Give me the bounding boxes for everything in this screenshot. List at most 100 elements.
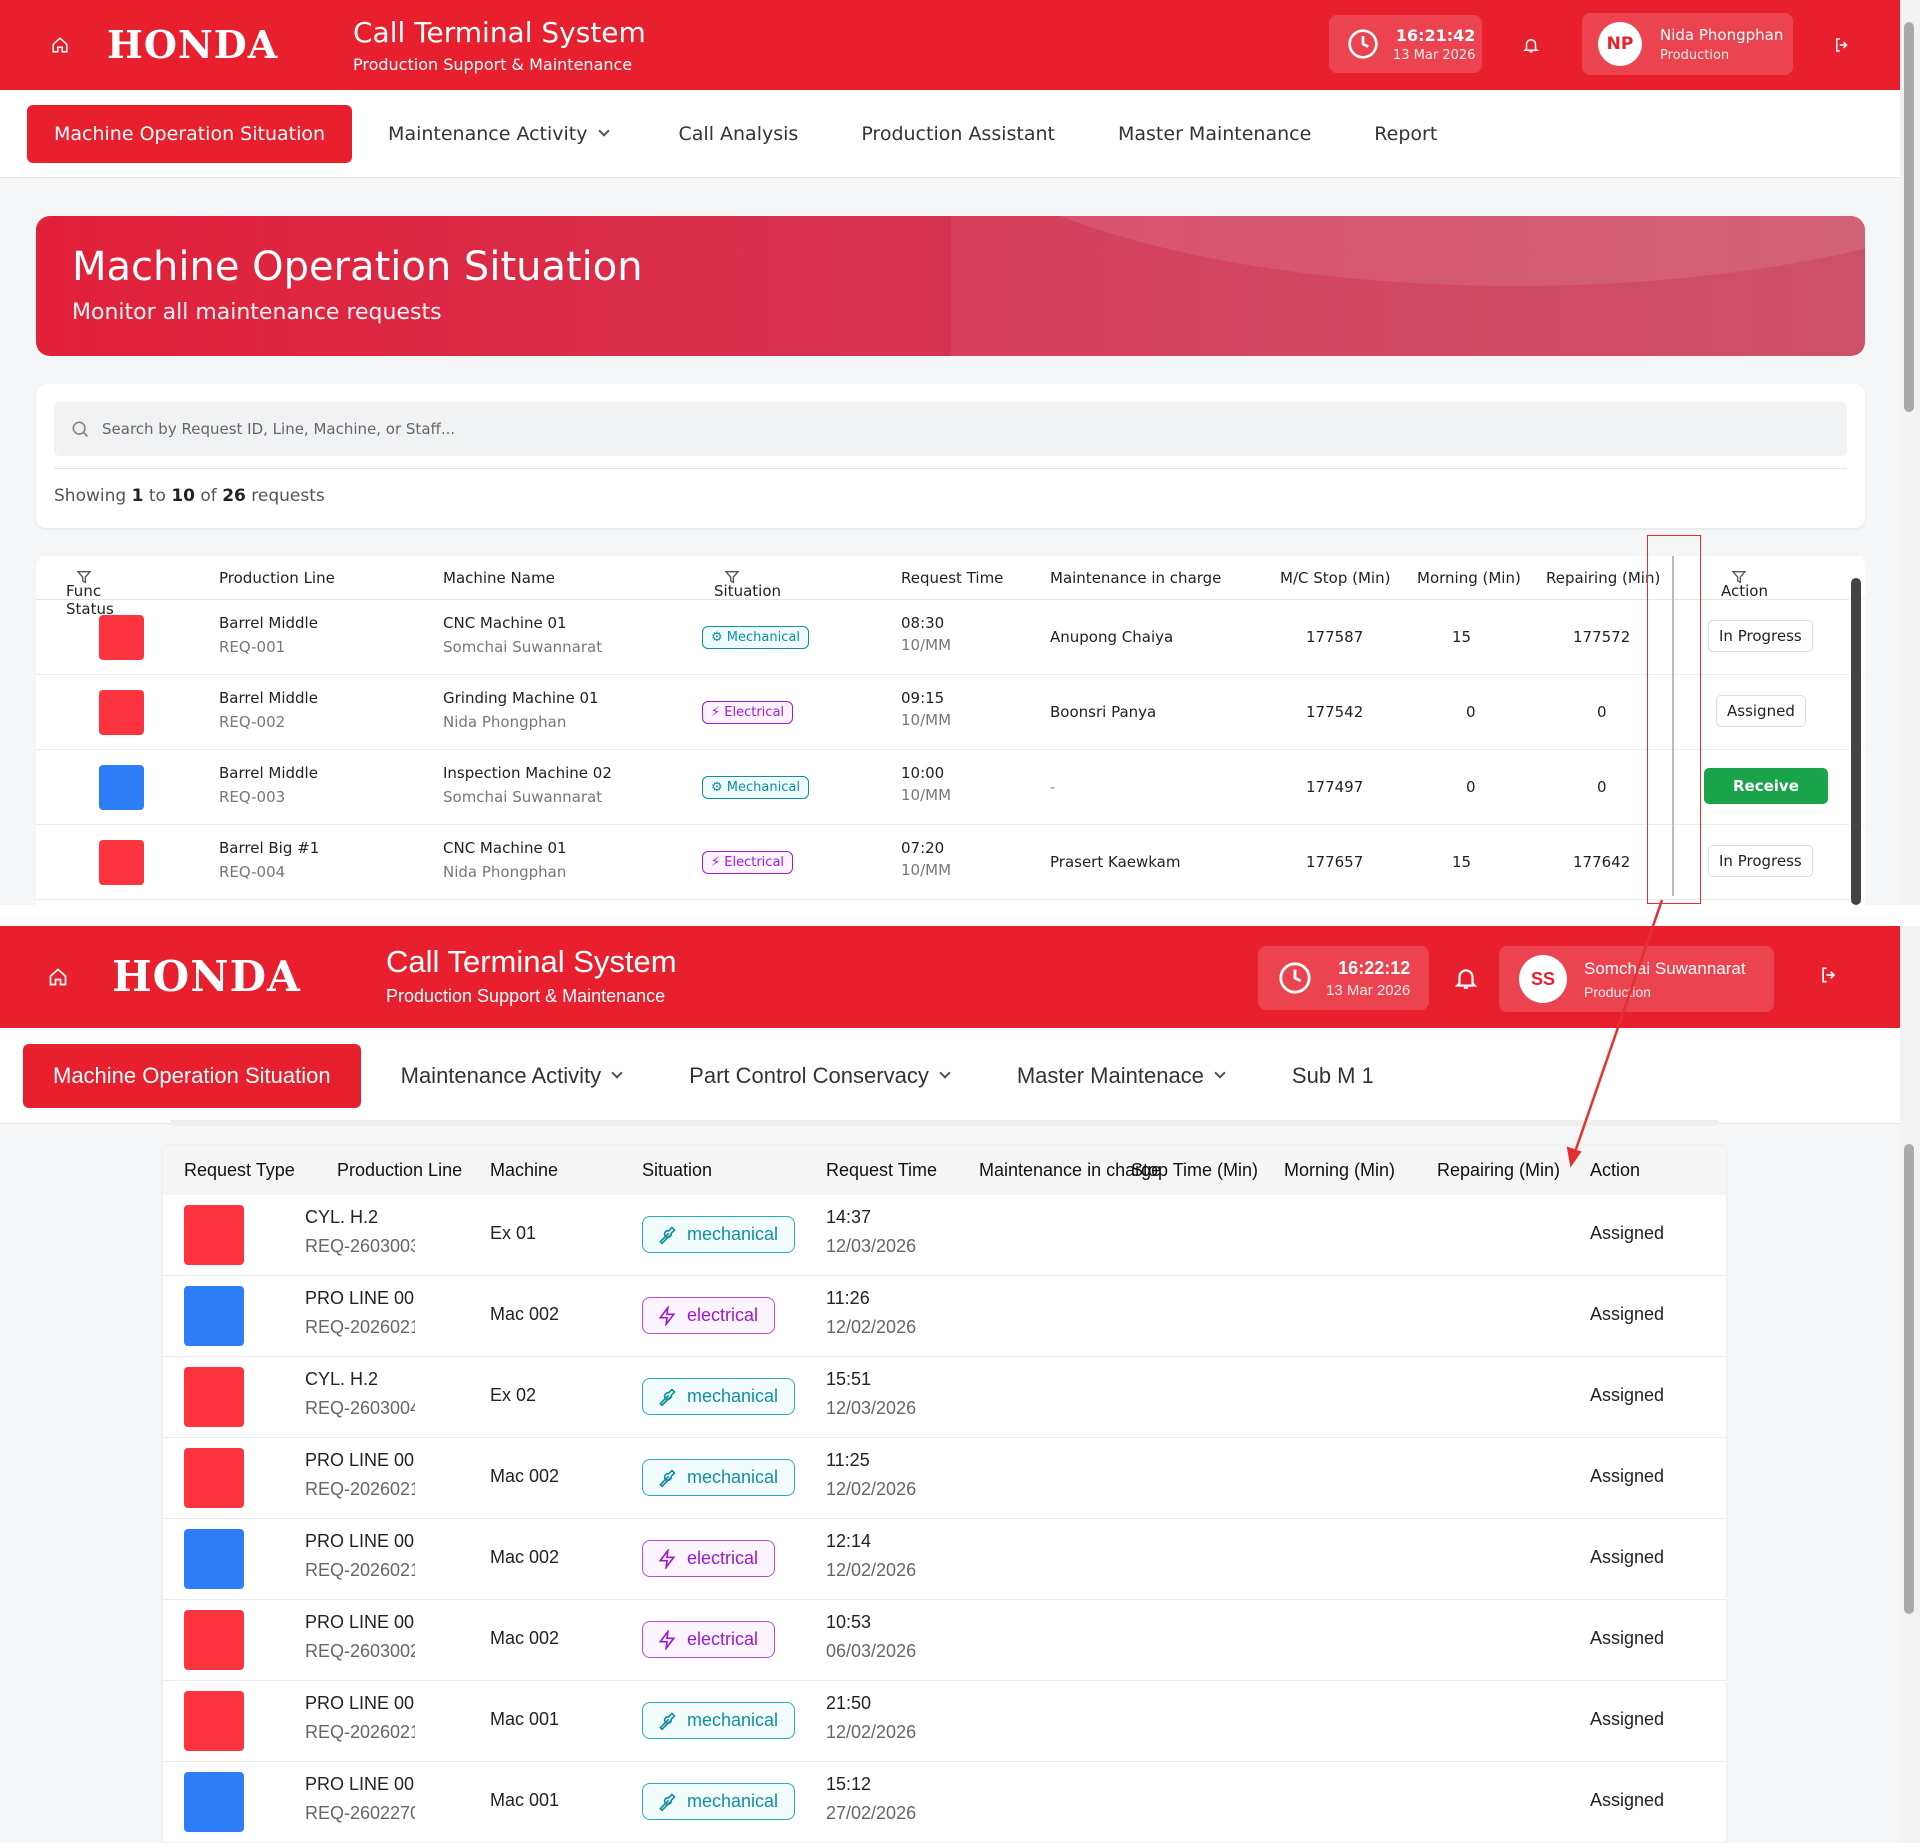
table-row[interactable]: PRO LINE 005 REQ-202602122 Mac 001 mechanic… [163,1681,1726,1762]
machine-name: Inspection Machine 02 [443,764,612,782]
situation-badge: ⚙ Mechanical [702,626,809,649]
showing-of-word: of [200,486,217,506]
cell-maintenance: - [1050,778,1056,796]
filter-icon[interactable] [724,569,740,585]
tab-call-analysis[interactable]: Call Analysis [678,122,799,145]
situation-badge: mechanical [642,1216,796,1253]
showing-to: 10 [171,486,195,506]
table-row[interactable]: PRO LINE 005 REQ-202602128 Mac 002 mechanic… [163,1438,1726,1519]
situation-badge: ⚡ Electrical [702,701,794,724]
request-time: 14:37 [826,1207,872,1227]
cell-line: Barrel Middle REQ-002 [219,689,318,731]
cell-line: PRO LINE 005 REQ-260227001 [305,1774,415,1824]
table-scrollbar[interactable] [1849,556,1863,905]
bell-icon[interactable] [1446,958,1486,998]
page-scrollbar[interactable] [1900,0,1920,905]
col-func-status[interactable]: Func Status [66,569,114,618]
bell-icon[interactable] [1514,28,1548,62]
avatar: NP [1598,22,1642,66]
scrollbar-thumb[interactable] [1904,22,1914,412]
request-time: 08:30 [901,614,945,632]
scrollbar-thumb[interactable] [1904,1144,1914,1614]
table-row[interactable]: CYL. H.2 REQ-2603003 Ex 01 mechanical 14:37 1… [163,1195,1726,1276]
table-row[interactable]: PRO LINE 005 REQ-260227001 Mac 001 mechanic… [163,1762,1726,1843]
scrollbar-thumb[interactable] [1851,578,1861,905]
table-row[interactable]: CYL. H.2 REQ-2603004 Ex 02 mechanical 15:51 1… [163,1357,1726,1438]
page-banner: Machine Operation Situation Monitor all … [36,216,1865,356]
action-assigned-text[interactable]: Assigned [1590,1709,1665,1729]
user-name: Nida Phongphan [1660,25,1784,44]
showing-summary: Showing 1 to 10 of 26 requests [54,486,325,506]
col-situation: Situation [642,1160,713,1180]
cell-line: Barrel Middle REQ-001 [219,614,318,656]
cell-line: PRO LINE 005 REQ-202602125 [305,1288,415,1338]
table-row[interactable]: PRO LINE 005 REQ-2603002 Mac 002 electrical… [163,1600,1726,1681]
line-name: Barrel Middle [219,689,318,707]
request-date: 12/03/2026 [826,1398,917,1418]
logout-icon[interactable] [1812,958,1846,992]
page-scrollbar[interactable] [1900,926,1920,1843]
request-date: 12/03/2026 [826,1236,917,1256]
receive-button[interactable]: Receive [1704,768,1828,804]
tab-report[interactable]: Report [1374,122,1438,145]
action-assigned-text[interactable]: Assigned [1590,1304,1665,1324]
tab-maintenance-activity[interactable]: Maintenance Activity [388,123,610,145]
cell-machine: Mac 002 [490,1466,560,1486]
table-row[interactable]: PRO LINE 005 REQ-202602125 Mac 002 electric… [163,1276,1726,1357]
table-row[interactable]: Barrel Middle REQ-002 Grinding Machine 01… [36,675,1865,750]
tab-master-maintenace[interactable]: Master Maintenace [1017,1063,1226,1089]
request-id: REQ-2603002 [305,1641,415,1661]
search-icon [72,421,89,438]
tab-part-control-conservacy[interactable]: Part Control Conservacy [689,1063,951,1089]
action-assigned-text[interactable]: Assigned [1590,1466,1665,1486]
action-assigned-button[interactable]: Assigned [1716,695,1806,727]
clock-icon [1279,962,1311,994]
filter-icon[interactable] [1731,569,1747,585]
action-in-progress-button[interactable]: In Progress [1708,620,1813,652]
logout-icon[interactable] [1825,28,1859,62]
search-input[interactable] [102,420,1802,438]
col-action[interactable]: Action [1721,569,1768,600]
line-name: CYL. H.2 [305,1369,379,1389]
tab-machine-operation-situation[interactable]: Machine Operation Situation [27,104,353,163]
home-icon[interactable] [40,25,80,65]
table-row[interactable]: Barrel Middle REQ-003 Inspection Machine … [36,750,1865,825]
col-action: Action [1590,1160,1641,1180]
col-request-time: Request Time [901,569,1004,587]
home-icon[interactable] [38,957,78,997]
tab-machine-operation-situation[interactable]: Machine Operation Situation [23,1043,361,1108]
tab-maintenance-activity[interactable]: Maintenance Activity [401,1063,623,1089]
honda-logo: HONDA [107,22,279,67]
column-divider [1672,556,1674,896]
action-in-progress-button[interactable]: In Progress [1708,845,1813,877]
action-assigned-text[interactable]: Assigned [1590,1223,1665,1243]
col-situation[interactable]: Situation [714,569,781,600]
request-time: 15:51 [826,1369,872,1389]
table-row[interactable]: Barrel Middle REQ-001 CNC Machine 01 Somch… [36,600,1865,675]
clock-time: 16:21:42 [1395,25,1476,45]
situation-label: mechanical [687,1710,779,1730]
filter-icon[interactable] [76,569,92,585]
table-row[interactable]: PRO LINE 005 REQ-202602122 Mac 002 electric… [163,1519,1726,1600]
tab-sub-m-1[interactable]: Sub M 1 [1291,1062,1374,1088]
tab-production-assistant[interactable]: Production Assistant [861,122,1055,145]
cell-repairing: 177642 [1573,853,1631,871]
action-assigned-text[interactable]: Assigned [1590,1790,1665,1810]
clock-widget: 16:21:42 13 Mar 2026 [1329,15,1482,73]
tab-master-maintenance[interactable]: Master Maintenance [1118,122,1312,145]
cell-mc-stop: 177587 [1306,628,1364,646]
action-assigned-text[interactable]: Assigned [1590,1385,1665,1405]
user-menu[interactable]: NP Nida Phongphan Production [1582,13,1793,75]
status-indicator [184,1691,244,1751]
col-morning: Morning (Min) [1284,1160,1396,1180]
page-subtitle: Monitor all maintenance requests [72,300,442,325]
top-app-window: HONDA Call Terminal System Production Su… [0,0,1920,905]
situation-label: Mechanical [726,630,800,645]
user-menu[interactable]: SS Somchai Suwannarat Production [1499,946,1774,1012]
cell-request-time: 08:30 10/MM [901,614,951,654]
action-assigned-text[interactable]: Assigned [1590,1547,1665,1567]
col-machine: Machine [490,1160,559,1180]
page-title: Machine Operation Situation [72,244,643,290]
action-assigned-text[interactable]: Assigned [1590,1628,1665,1648]
table-row[interactable]: Barrel Big #1 REQ-004 CNC Machine 01 Nida … [36,825,1865,900]
